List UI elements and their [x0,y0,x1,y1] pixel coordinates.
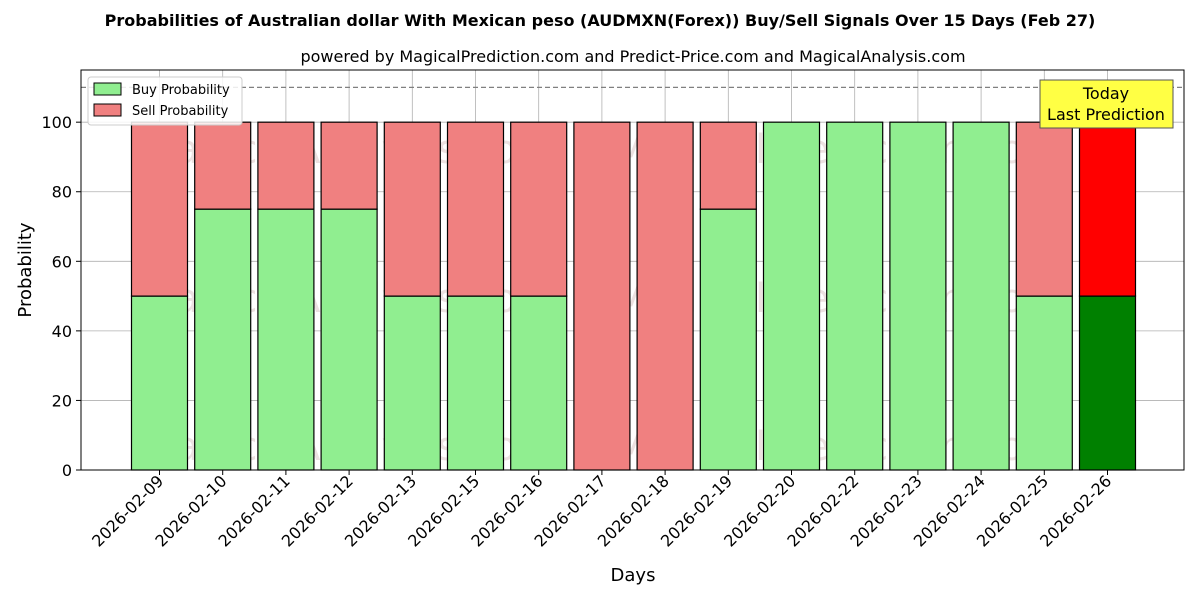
y-tick-label: 100 [41,113,72,132]
legend: Buy Probability Sell Probability [87,76,243,126]
y-axis-label: Probability [15,222,36,317]
annotation-line-2: Last Prediction [1047,105,1165,124]
legend-swatch-sell [93,103,122,117]
bar-sell [573,121,631,471]
y-tick-label: 80 [52,183,72,202]
bar-sell [636,121,694,471]
bar-sell [699,121,757,210]
y-tick-label: 60 [52,252,72,271]
annotation-line-1: Today [1082,84,1129,103]
bar-sell [194,121,252,210]
plot-frame [80,69,1185,471]
y-axis: 0 20 40 60 80 100 [41,113,81,480]
chart-title: Probabilities of Australian dollar With … [105,11,1096,30]
bar-sell [320,121,378,210]
bar-buy [952,121,1010,471]
bars [130,121,1137,471]
bar-buy [826,121,884,471]
y-tick-label: 20 [52,391,72,410]
bar-buy [257,208,315,471]
bar-buy [762,121,821,471]
bar-sell [130,121,189,297]
y-tick-label: 0 [62,461,72,480]
chart-subtitle: powered by MagicalPrediction.com and Pre… [300,47,965,66]
bar-buy [1015,295,1073,471]
today-annotation: Today Last Prediction [1039,79,1174,129]
annotation-box [1039,79,1174,129]
bar-sell [510,121,568,297]
bar-buy [320,208,378,471]
bar-buy [510,295,568,471]
bar-sell [383,121,441,297]
bar-buy [889,121,947,471]
y-tick-label: 40 [52,322,72,341]
legend-box [87,76,243,126]
legend-swatch-buy [93,82,122,96]
bar-buy [383,295,441,471]
bar-sell [1015,121,1073,297]
legend-label-buy: Buy Probability [132,83,230,98]
bar-buy [1078,295,1137,471]
bar-buy [699,208,757,471]
bar-sell [257,121,315,210]
bar-sell [446,121,505,297]
x-axis-label: Days [611,565,656,586]
bar-buy [194,208,252,471]
bar-sell [1078,121,1137,297]
bar-buy [446,295,505,471]
bar-buy [130,295,189,471]
legend-label-sell: Sell Probability [132,104,229,119]
